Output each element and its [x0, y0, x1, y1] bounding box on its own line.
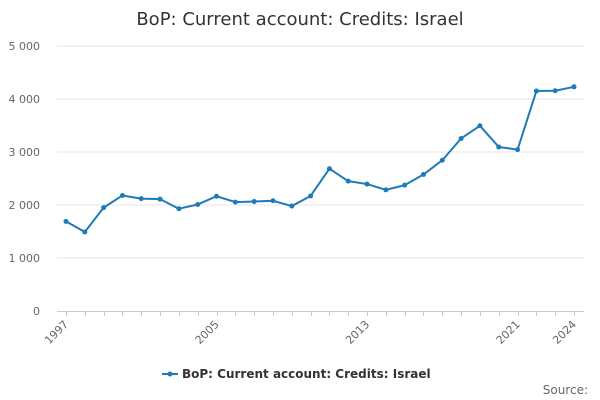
data-point[interactable]	[63, 218, 69, 224]
series-layer	[63, 84, 577, 235]
x-tick-label: 2024	[550, 318, 579, 347]
legend-label: BoP: Current account: Credits: Israel	[182, 367, 431, 381]
source-label: Source:	[543, 383, 588, 397]
data-point[interactable]	[270, 198, 276, 204]
legend[interactable]: BoP: Current account: Credits: Israel	[162, 367, 431, 381]
data-point[interactable]	[496, 144, 502, 150]
data-point[interactable]	[101, 205, 107, 211]
data-point[interactable]	[420, 172, 426, 178]
data-point[interactable]	[119, 192, 125, 198]
x-tick-label: 2013	[343, 318, 372, 347]
data-point[interactable]	[477, 123, 483, 129]
x-tick-label: 2021	[494, 318, 523, 347]
y-tick-label: 2 000	[9, 199, 41, 212]
y-tick-label: 1 000	[9, 252, 41, 265]
data-point[interactable]	[195, 201, 201, 207]
y-tick-label: 3 000	[9, 146, 41, 159]
data-point[interactable]	[138, 196, 144, 202]
y-axis-tick-labels: 0 1 000 2 000 3 000 4 000 5 000	[9, 40, 41, 318]
data-point[interactable]	[571, 84, 577, 90]
x-tick-label: 1997	[42, 318, 71, 347]
data-point[interactable]	[232, 199, 238, 205]
series-line	[65, 85, 575, 234]
data-point[interactable]	[458, 135, 464, 141]
data-point[interactable]	[326, 166, 332, 172]
gridlines	[57, 45, 584, 259]
y-tick-label: 4 000	[9, 93, 41, 106]
data-point[interactable]	[289, 203, 295, 209]
data-point[interactable]	[214, 193, 220, 199]
data-point[interactable]	[364, 181, 370, 187]
legend-marker-icon	[167, 371, 173, 377]
data-point[interactable]	[345, 178, 351, 184]
data-point[interactable]	[82, 229, 88, 235]
x-axis: 1997 2005 2013 2021 2024	[42, 311, 584, 347]
y-tick-label: 0	[33, 305, 40, 318]
data-point[interactable]	[515, 147, 521, 153]
data-point[interactable]	[308, 193, 314, 199]
data-point[interactable]	[402, 182, 408, 188]
data-point[interactable]	[383, 187, 389, 193]
y-tick-label: 5 000	[9, 40, 41, 53]
x-tick-label: 2005	[193, 318, 222, 347]
data-point[interactable]	[176, 206, 182, 212]
data-point[interactable]	[439, 157, 445, 163]
data-point[interactable]	[533, 88, 539, 94]
chart-title: BoP: Current account: Credits: Israel	[136, 9, 463, 30]
data-point[interactable]	[552, 88, 558, 94]
data-point[interactable]	[157, 196, 163, 202]
data-point[interactable]	[251, 199, 257, 205]
